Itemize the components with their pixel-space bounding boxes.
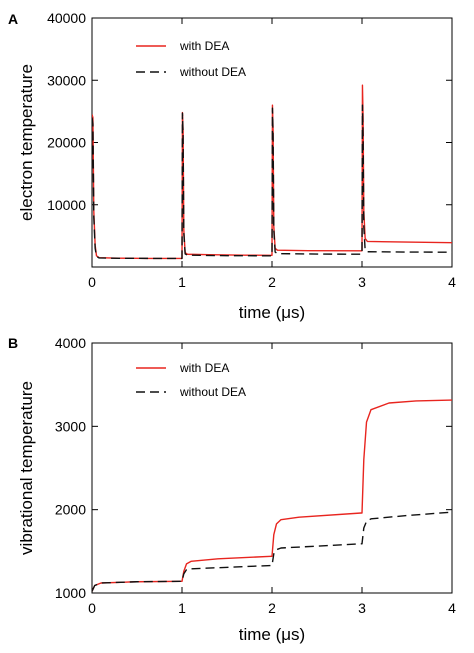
panel-b: B 0 1 2 3 4 1000 2000 3000 4000 time (μs) vibration…: [8, 335, 456, 644]
series-line-with-dea: [92, 399, 452, 592]
x-tick-label: 3: [358, 274, 366, 290]
legend-label: with DEA: [179, 361, 229, 375]
x-tick-label: 1: [178, 274, 186, 290]
panel-label: B: [8, 335, 18, 351]
y-axis-title: electron temperature: [17, 64, 36, 221]
series-line-without-dea: [92, 511, 452, 592]
legend-label: without DEA: [179, 65, 246, 79]
series-line-with-dea: [92, 84, 452, 260]
x-tick-label: 1: [178, 600, 186, 616]
y-tick-label: 4000: [55, 335, 86, 351]
y-axis-title: vibrational temperature: [17, 381, 36, 555]
x-tick-label: 2: [268, 274, 276, 290]
y-tick-label: 2000: [55, 502, 86, 518]
x-tick-label: 3: [358, 600, 366, 616]
y-tick-label: 40000: [47, 10, 86, 26]
legend-label: without DEA: [179, 385, 246, 399]
y-tick-label: 10000: [47, 197, 86, 213]
x-axis-title: time (μs): [239, 303, 305, 322]
series-line-without-dea: [92, 104, 452, 260]
y-tick-label: 1000: [55, 585, 86, 601]
x-axis-title: time (μs): [239, 625, 305, 644]
y-tick-label: 20000: [47, 135, 86, 151]
x-tick-label: 0: [88, 274, 96, 290]
x-tick-label: 4: [448, 274, 456, 290]
y-tick-label: 3000: [55, 418, 86, 434]
x-tick-label: 0: [88, 600, 96, 616]
panel-label: A: [8, 11, 18, 27]
y-tick-label: 30000: [47, 72, 86, 88]
x-tick-label: 4: [448, 600, 456, 616]
panel-a: A 0 1 2 3 4 10000 20000 30000 40000 time (μs) elect…: [8, 10, 456, 322]
legend-label: with DEA: [179, 39, 229, 53]
x-tick-label: 2: [268, 600, 276, 616]
